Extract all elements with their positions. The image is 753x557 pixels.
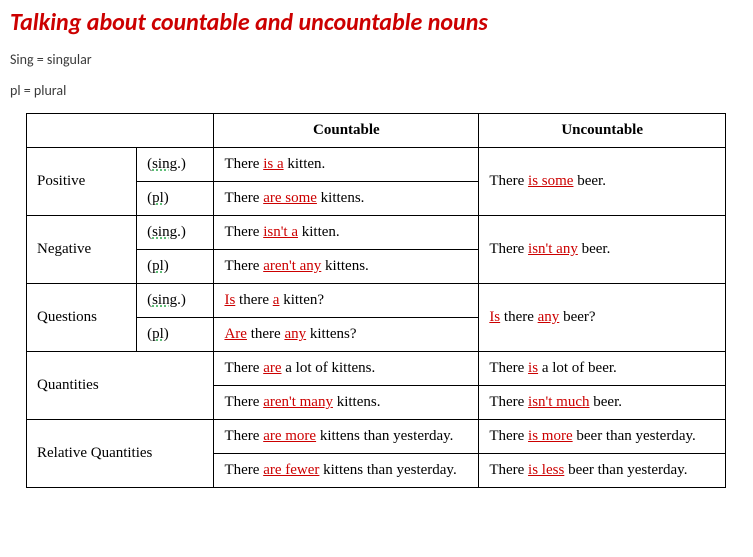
num-cell: (pl) — [137, 250, 214, 284]
row-label-relative: Relative Quantities — [27, 420, 214, 488]
cell-countable: There are some kittens. — [214, 182, 479, 216]
table-row: Relative Quantities There are more kitte… — [27, 420, 726, 454]
cell-countable: There is a kitten. — [214, 148, 479, 182]
table-row: Questions (sing.) Is there a kitten? Is … — [27, 284, 726, 318]
row-label-positive: Positive — [27, 148, 137, 216]
cell-countable: There isn't a kitten. — [214, 216, 479, 250]
cell-countable: Is there a kitten? — [214, 284, 479, 318]
table-row: Negative (sing.) There isn't a kitten. T… — [27, 216, 726, 250]
cell-countable: There aren't many kittens. — [214, 386, 479, 420]
cell-uncountable: There is some beer. — [479, 148, 726, 216]
num-sing: sing. — [152, 156, 181, 172]
row-label-quantities: Quantities — [27, 352, 214, 420]
cell-uncountable: There isn't much beer. — [479, 386, 726, 420]
cell-countable: Are there any kittens? — [214, 318, 479, 352]
num-pl: pl — [152, 258, 164, 274]
legend-plural: pl = plural — [10, 82, 743, 99]
header-countable: Countable — [214, 114, 479, 148]
cell-uncountable: Is there any beer? — [479, 284, 726, 352]
table-row: Positive (sing.) There is a kitten. Ther… — [27, 148, 726, 182]
num-cell: (pl) — [137, 318, 214, 352]
cell-uncountable: There is less beer than yesterday. — [479, 454, 726, 488]
num-sing: sing. — [152, 292, 181, 308]
grammar-table: Countable Uncountable Positive (sing.) T… — [26, 113, 726, 488]
cell-countable: There are a lot of kittens. — [214, 352, 479, 386]
cell-countable: There aren't any kittens. — [214, 250, 479, 284]
num-pl: pl — [152, 190, 164, 206]
page-title: Talking about countable and uncountable … — [10, 8, 743, 37]
header-row: Countable Uncountable — [27, 114, 726, 148]
cell-countable: There are more kittens than yesterday. — [214, 420, 479, 454]
num-cell: (sing.) — [137, 284, 214, 318]
num-cell: (sing.) — [137, 148, 214, 182]
header-uncountable: Uncountable — [479, 114, 726, 148]
num-pl: pl — [152, 326, 164, 342]
num-sing: sing. — [152, 224, 181, 240]
row-label-negative: Negative — [27, 216, 137, 284]
cell-countable: There are fewer kittens than yesterday. — [214, 454, 479, 488]
num-cell: (sing.) — [137, 216, 214, 250]
header-blank — [27, 114, 214, 148]
cell-uncountable: There isn't any beer. — [479, 216, 726, 284]
num-cell: (pl) — [137, 182, 214, 216]
cell-uncountable: There is more beer than yesterday. — [479, 420, 726, 454]
legend-singular: Sing = singular — [10, 51, 743, 68]
cell-uncountable: There is a lot of beer. — [479, 352, 726, 386]
table-row: Quantities There are a lot of kittens. T… — [27, 352, 726, 386]
row-label-questions: Questions — [27, 284, 137, 352]
